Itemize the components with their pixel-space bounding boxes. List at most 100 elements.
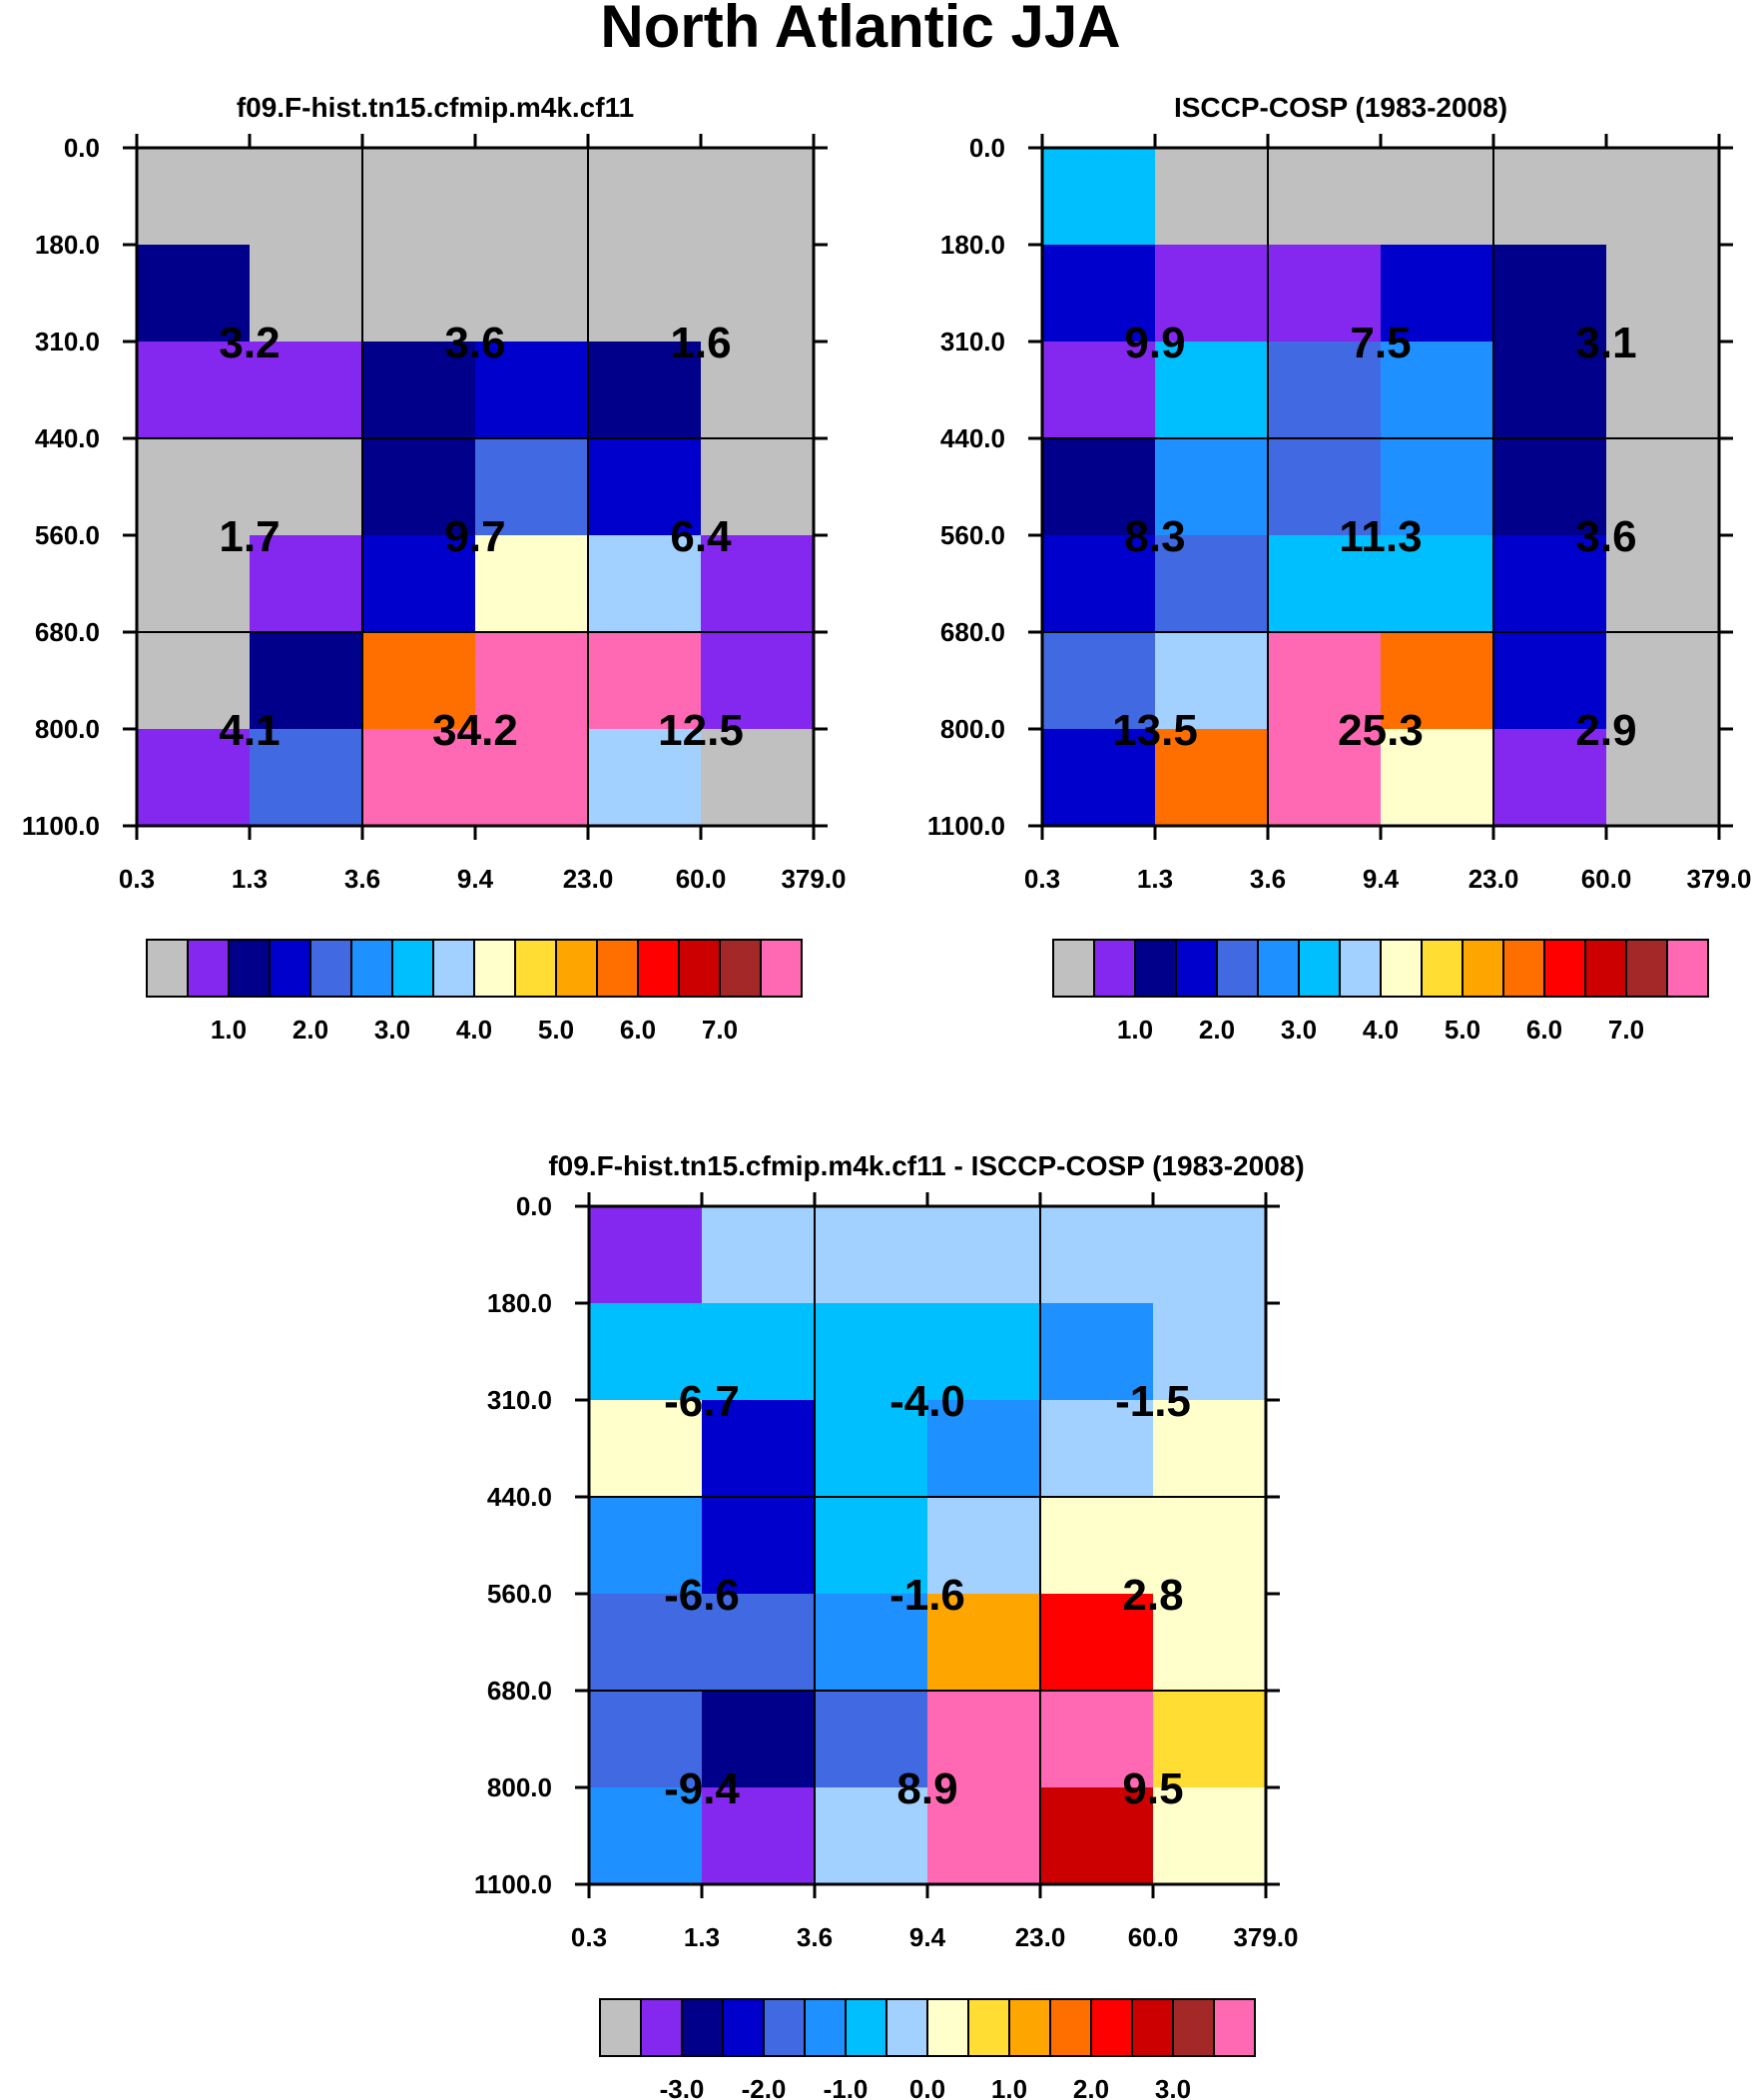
heatmap-cell: [250, 342, 363, 439]
colorbar-box: [1584, 939, 1627, 998]
heatmap-cell: [927, 1497, 1041, 1595]
x-tick-label: 23.0: [563, 864, 614, 894]
heatmap-cell: [815, 1303, 928, 1401]
colorbar-label: 3.0: [1281, 1015, 1317, 1045]
heatmap-cell: [815, 1206, 928, 1304]
colorbar-label: 2.0: [293, 1015, 328, 1045]
heatmap-cell: [1153, 1497, 1267, 1595]
heatmap-cell: [702, 1691, 816, 1788]
block-value-label: -6.6: [664, 1571, 740, 1620]
heatmap-cell: [475, 245, 589, 343]
heatmap-cell: [1153, 1787, 1267, 1885]
heatmap-cell: [1155, 342, 1269, 439]
colorbar-label: 7.0: [702, 1015, 738, 1045]
x-tick-label: 1.3: [232, 864, 268, 894]
heatmap-cell: [702, 1497, 816, 1595]
y-tick-label: 800.0: [940, 714, 1005, 744]
colorbar-box: [596, 939, 639, 998]
y-tick-label: 800.0: [35, 714, 100, 744]
heatmap-cell: [362, 535, 476, 633]
heatmap-cell: [701, 535, 815, 633]
x-tick-label: 0.3: [571, 1922, 607, 1952]
panel-title: f09.F-hist.tn15.cfmip.m4k.cf11: [237, 92, 634, 123]
heatmap-cell: [927, 1400, 1041, 1498]
heatmap-cell: [1042, 632, 1156, 730]
y-tick-label: 0.0: [64, 133, 100, 163]
heatmap-cell: [1040, 1206, 1154, 1304]
colorbar-label: -3.0: [660, 2074, 705, 2100]
heatmap-cell: [815, 1594, 928, 1692]
heatmap-cell: [588, 245, 702, 343]
colorbar-box: [722, 1998, 765, 2057]
block-value-label: 7.5: [1350, 319, 1411, 367]
block-value-label: 1.6: [670, 319, 731, 367]
colorbar-box: [1339, 939, 1382, 998]
heatmap-cell: [1040, 1400, 1154, 1498]
heatmap-cell: [1493, 342, 1607, 439]
heatmap-cell: [589, 1400, 703, 1498]
y-tick-label: 310.0: [35, 327, 100, 356]
heatmap-cell: [1493, 535, 1607, 633]
heatmap-cell: [1042, 245, 1156, 343]
heatmap-cell: [250, 535, 363, 633]
heatmap-cell: [362, 148, 476, 246]
colorbar-box: [1131, 1998, 1174, 2057]
x-tick-label: 3.6: [797, 1922, 833, 1952]
heatmap-cell: [1040, 1594, 1154, 1692]
block-value-label: -9.4: [664, 1764, 740, 1813]
heatmap-cell: [250, 632, 363, 730]
colorbar-label: -1.0: [824, 2074, 869, 2100]
x-tick-label: 9.4: [909, 1922, 946, 1952]
heatmap-cell: [927, 1787, 1041, 1885]
heatmap-cell: [1042, 148, 1156, 246]
heatmap-cell: [362, 342, 476, 439]
heatmap-cell: [1153, 1400, 1267, 1498]
colorbar-box: [967, 1998, 1010, 2057]
colorbar-label: 4.0: [456, 1015, 492, 1045]
block-value-label: 2.9: [1575, 706, 1636, 755]
x-tick-label: 379.0: [1686, 864, 1751, 894]
heatmap-cell: [1493, 438, 1607, 536]
block-value-label: -1.6: [889, 1571, 965, 1620]
heatmap-cell: [927, 1206, 1041, 1304]
colorbar-box: [514, 939, 557, 998]
heatmap-cell: [1155, 632, 1269, 730]
colorbar-box: [640, 1998, 683, 2057]
heatmap-cell: [1606, 535, 1720, 633]
y-tick-label: 560.0: [487, 1579, 552, 1609]
heatmap-cell: [1381, 342, 1494, 439]
colorbar-difference: -3.0 -2.0 -1.0 0.0 1.0 2.0 3.0: [599, 1998, 1256, 2100]
colorbar-label: 2.0: [1073, 2074, 1109, 2100]
colorbar-box: [681, 1998, 724, 2057]
heatmap-cell: [702, 1787, 816, 1885]
heatmap-cell: [588, 148, 702, 246]
colorbar-label: 5.0: [1445, 1015, 1480, 1045]
block-value-label: 1.7: [219, 512, 280, 561]
heatmap-cell: [1268, 245, 1382, 343]
heatmap-cell: [1155, 438, 1269, 536]
heatmap-cell: [1268, 148, 1382, 246]
colorbar-box: [1543, 939, 1586, 998]
heatmap-cell: [137, 729, 251, 827]
colorbar-box: [309, 939, 352, 998]
y-tick-label: 800.0: [487, 1772, 552, 1802]
colorbar-box: [1175, 939, 1218, 998]
heatmap-cell: [1153, 1691, 1267, 1788]
heatmap-cell: [1493, 632, 1607, 730]
heatmap-cell: [1493, 148, 1607, 246]
x-tick-label: 60.0: [1128, 1922, 1179, 1952]
colorbar-box: [1462, 939, 1504, 998]
heatmap-cell: [1040, 1303, 1154, 1401]
colorbar-box: [269, 939, 311, 998]
panel-difference: f09.F-hist.tn15.cfmip.m4k.cf11 - ISCCP-C…: [474, 1150, 1305, 1952]
x-tick-label: 23.0: [1468, 864, 1519, 894]
x-tick-label: 1.3: [1137, 864, 1173, 894]
heatmap-cell: [137, 438, 251, 536]
heatmap-cell: [250, 438, 363, 536]
block-value-label: 34.2: [432, 706, 518, 755]
block-value-label: 6.4: [670, 512, 732, 561]
y-tick-label: 1100.0: [927, 811, 1005, 841]
colorbar-box: [146, 939, 189, 998]
block-value-label: 3.6: [1575, 512, 1636, 561]
